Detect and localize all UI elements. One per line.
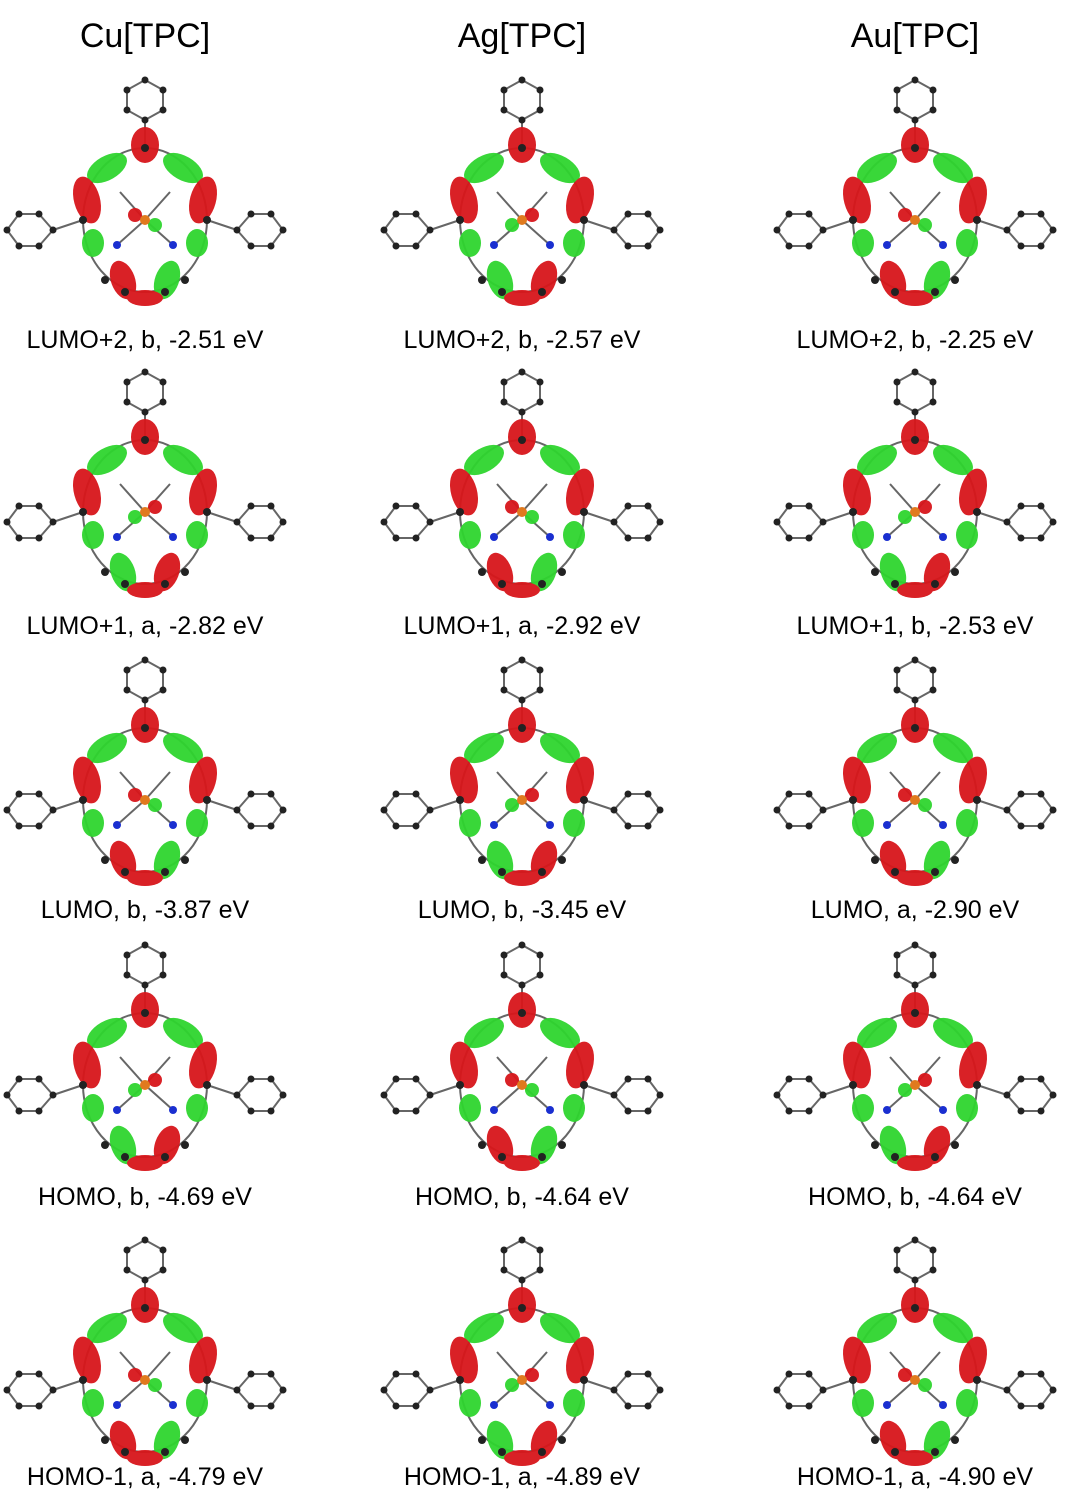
orbital-image — [4, 657, 287, 887]
orbital-caption: HOMO-1, a, -4.90 eV — [797, 1463, 1034, 1491]
orbital-image — [4, 942, 287, 1172]
orbital-caption: HOMO-1, a, -4.89 eV — [404, 1463, 641, 1491]
orbital-caption: HOMO, b, -4.69 eV — [38, 1183, 252, 1211]
column-title: Au[TPC] — [851, 17, 979, 55]
orbital-caption: LUMO+2, b, -2.57 eV — [404, 326, 641, 354]
orbital-caption: LUMO+1, a, -2.92 eV — [404, 612, 641, 640]
orbital-image — [381, 369, 664, 599]
column-title: Ag[TPC] — [458, 17, 586, 55]
orbital-caption: LUMO+1, b, -2.53 eV — [797, 612, 1034, 640]
orbital-image — [774, 369, 1057, 599]
orbital-image — [4, 1237, 287, 1467]
orbital-caption: HOMO, b, -4.64 eV — [808, 1183, 1022, 1211]
orbital-caption: LUMO+1, a, -2.82 eV — [27, 612, 264, 640]
orbital-caption: HOMO-1, a, -4.79 eV — [27, 1463, 264, 1491]
orbital-image — [774, 942, 1057, 1172]
orbital-image — [4, 369, 287, 599]
orbital-caption: HOMO, b, -4.64 eV — [415, 1183, 629, 1211]
orbital-image — [774, 657, 1057, 887]
orbital-caption: LUMO+2, b, -2.51 eV — [27, 326, 264, 354]
orbital-caption: LUMO, a, -2.90 eV — [811, 896, 1020, 924]
orbital-caption: LUMO, b, -3.87 eV — [41, 896, 250, 924]
orbital-caption: LUMO+2, b, -2.25 eV — [797, 326, 1034, 354]
orbital-image — [4, 77, 287, 307]
column-title: Cu[TPC] — [80, 17, 210, 55]
orbital-image — [381, 657, 664, 887]
figure: Cu[TPC] LUMO+2, b, -2.51 eV LUMO+1, a, -2.… — [0, 0, 1065, 1501]
orbital-image — [774, 1237, 1057, 1467]
orbital-caption: LUMO, b, -3.45 eV — [418, 896, 627, 924]
orbital-image — [381, 1237, 664, 1467]
orbital-image — [774, 77, 1057, 307]
orbital-image — [381, 942, 664, 1172]
orbital-image — [381, 77, 664, 307]
